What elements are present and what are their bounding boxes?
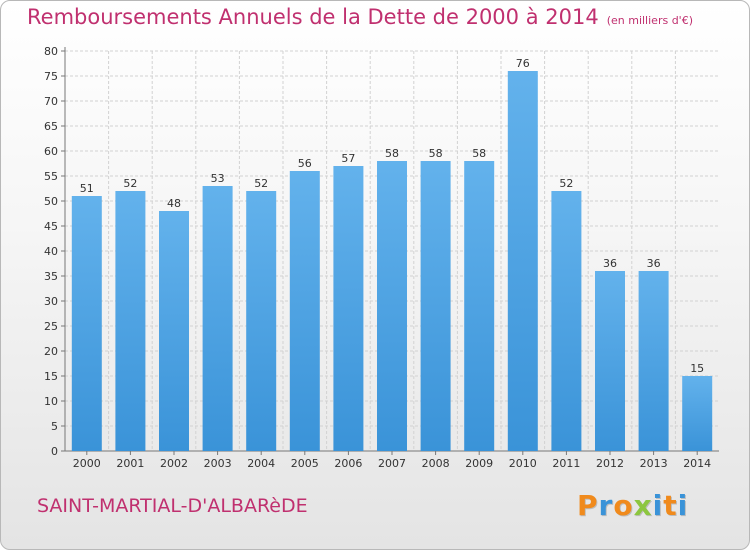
bar xyxy=(507,71,538,451)
x-tick-label: 2003 xyxy=(204,457,232,470)
logo-letter: x xyxy=(633,489,653,522)
y-tick-label: 5 xyxy=(51,420,58,433)
bar-value-label: 48 xyxy=(167,197,181,210)
x-tick-label: 2005 xyxy=(291,457,319,470)
logo-letter: t xyxy=(663,489,678,522)
bar-value-label: 58 xyxy=(385,147,399,160)
bar xyxy=(115,191,146,451)
bar-value-label: 58 xyxy=(472,147,486,160)
bar xyxy=(420,161,451,451)
bars xyxy=(71,71,713,451)
bar-value-label: 15 xyxy=(690,362,704,375)
logo-letter: o xyxy=(613,489,634,522)
y-tick-label: 50 xyxy=(44,195,58,208)
commune-name: SAINT-MARTIAL-D'ALBARèDE xyxy=(37,495,308,517)
y-tick-label: 60 xyxy=(44,145,58,158)
labels: 0 5 10 15 20 25 30 35 40 45 50 55 60 65 70 75 80 51 2000 52… xyxy=(44,45,711,470)
chart-title-text: Remboursements Annuels de la Dette de 20… xyxy=(27,5,599,29)
x-tick-label: 2004 xyxy=(247,457,275,470)
x-tick-label: 2009 xyxy=(465,457,493,470)
x-tick-label: 2008 xyxy=(422,457,450,470)
y-tick-label: 55 xyxy=(44,170,58,183)
bar xyxy=(159,211,189,451)
bar-value-label: 52 xyxy=(559,177,573,190)
bar-value-label: 76 xyxy=(516,57,530,70)
bar xyxy=(246,191,277,451)
chart-title: Remboursements Annuels de la Dette de 20… xyxy=(27,5,693,29)
bar-value-label: 53 xyxy=(211,172,225,185)
x-tick-label: 2000 xyxy=(73,457,101,470)
bar xyxy=(464,161,495,451)
y-tick-label: 15 xyxy=(44,370,58,383)
x-tick-label: 2002 xyxy=(160,457,188,470)
bar-value-label: 36 xyxy=(647,257,661,270)
x-tick-label: 2011 xyxy=(552,457,580,470)
bar xyxy=(71,196,102,451)
x-tick-label: 2001 xyxy=(116,457,144,470)
bar xyxy=(638,271,669,451)
x-tick-label: 2006 xyxy=(334,457,362,470)
y-tick-label: 10 xyxy=(44,395,58,408)
x-tick-label: 2013 xyxy=(640,457,668,470)
y-tick-label: 65 xyxy=(44,120,58,133)
bar-value-label: 51 xyxy=(80,182,94,195)
logo-letter: P xyxy=(577,489,599,522)
bar-value-label: 52 xyxy=(123,177,137,190)
y-tick-label: 80 xyxy=(44,45,58,58)
bar xyxy=(682,376,713,451)
x-tick-label: 2014 xyxy=(683,457,711,470)
logo-letter: i xyxy=(677,489,689,522)
y-tick-label: 40 xyxy=(44,245,58,258)
y-tick-label: 35 xyxy=(44,270,58,283)
y-tick-label: 20 xyxy=(44,345,58,358)
bar-value-label: 52 xyxy=(254,177,268,190)
logo-letter: r xyxy=(598,489,614,522)
x-tick-label: 2012 xyxy=(596,457,624,470)
bar xyxy=(202,186,233,451)
bar xyxy=(289,171,320,451)
proxiti-logo: Proxiti xyxy=(577,489,688,522)
bar xyxy=(595,271,625,451)
x-tick-label: 2007 xyxy=(378,457,406,470)
bar xyxy=(333,166,364,451)
bar-value-label: 58 xyxy=(429,147,443,160)
chart-unit-note: (en milliers d'€) xyxy=(606,14,693,27)
bar xyxy=(551,191,582,451)
y-tick-label: 70 xyxy=(44,95,58,108)
x-tick-label: 2010 xyxy=(509,457,537,470)
y-tick-label: 30 xyxy=(44,295,58,308)
bar-value-label: 57 xyxy=(341,152,355,165)
bar xyxy=(377,161,407,451)
logo-letter: i xyxy=(652,489,664,522)
bar-value-label: 36 xyxy=(603,257,617,270)
y-tick-label: 75 xyxy=(44,70,58,83)
y-tick-label: 0 xyxy=(51,445,58,458)
bar-value-label: 56 xyxy=(298,157,312,170)
y-tick-label: 45 xyxy=(44,220,58,233)
y-tick-label: 25 xyxy=(44,320,58,333)
